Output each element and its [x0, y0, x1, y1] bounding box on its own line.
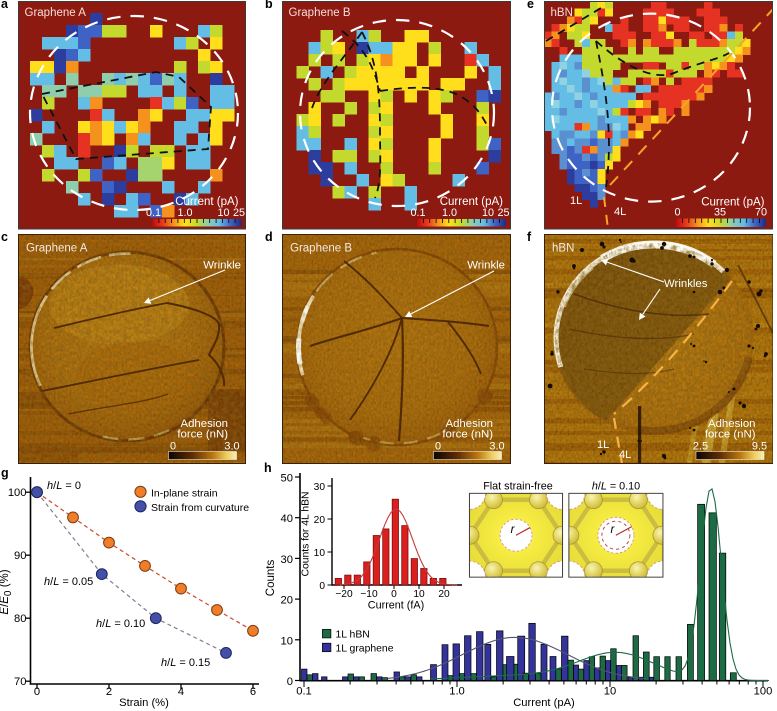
svg-text:Adhesion: Adhesion	[180, 418, 228, 430]
svg-text:Graphene B: Graphene B	[290, 243, 352, 255]
svg-text:2.5: 2.5	[692, 440, 707, 452]
svg-text:r: r	[511, 524, 516, 536]
svg-text:Strain (%): Strain (%)	[119, 697, 169, 709]
svg-text:6: 6	[250, 686, 256, 698]
svg-text:h/L = 0.15: h/L = 0.15	[161, 657, 210, 669]
svg-text:Adhesion: Adhesion	[708, 418, 756, 430]
svg-text:2: 2	[106, 686, 112, 698]
svg-text:10: 10	[604, 686, 616, 698]
svg-text:h/L = 0: h/L = 0	[47, 480, 81, 492]
svg-text:70: 70	[14, 676, 26, 688]
svg-text:3.0: 3.0	[224, 440, 239, 452]
svg-text:25: 25	[497, 207, 509, 219]
svg-text:10: 10	[281, 635, 293, 647]
svg-text:1.0: 1.0	[177, 207, 192, 219]
svg-text:4L: 4L	[614, 206, 626, 218]
svg-text:10: 10	[482, 207, 494, 219]
svg-text:hBN: hBN	[550, 7, 572, 19]
svg-text:3.0: 3.0	[489, 440, 504, 452]
svg-text:1L: 1L	[570, 195, 582, 207]
svg-text:25: 25	[232, 207, 244, 219]
svg-text:0.1: 0.1	[410, 207, 425, 219]
svg-text:10: 10	[314, 548, 326, 559]
svg-text:h/L = 0.10: h/L = 0.10	[592, 481, 640, 493]
svg-text:0: 0	[287, 676, 293, 688]
svg-text:Flat strain-free: Flat strain-free	[483, 481, 553, 493]
svg-text:Graphene A: Graphene A	[24, 7, 86, 19]
svg-text:Strain from curvature: Strain from curvature	[151, 502, 249, 514]
svg-text:−20: −20	[335, 589, 353, 600]
svg-text:10: 10	[413, 589, 425, 600]
svg-text:70: 70	[754, 207, 766, 219]
svg-text:1.0: 1.0	[442, 207, 457, 219]
svg-text:force (nN): force (nN)	[442, 429, 493, 441]
svg-text:−10: −10	[360, 589, 378, 600]
svg-text:h/L = 0.10: h/L = 0.10	[96, 618, 145, 630]
svg-text:force (nN): force (nN)	[704, 429, 755, 441]
svg-text:Wrinkles: Wrinkles	[664, 278, 708, 290]
svg-text:35: 35	[713, 207, 725, 219]
svg-text:1L: 1L	[597, 439, 609, 451]
svg-text:100: 100	[8, 487, 27, 499]
svg-text:1L graphene: 1L graphene	[336, 644, 394, 655]
svg-text:Current (pA): Current (pA)	[701, 197, 764, 209]
svg-text:h/L = 0.05: h/L = 0.05	[44, 576, 93, 588]
svg-text:Current (pA): Current (pA)	[513, 697, 575, 709]
svg-text:Graphene A: Graphene A	[26, 243, 88, 255]
svg-text:20: 20	[438, 589, 450, 600]
svg-text:4L: 4L	[619, 449, 631, 461]
svg-text:Counts: Counts	[265, 560, 277, 597]
svg-text:9.5: 9.5	[751, 440, 766, 452]
svg-text:Wrinkle: Wrinkle	[203, 260, 241, 272]
svg-text:50: 50	[281, 473, 293, 485]
svg-text:40: 40	[281, 513, 293, 525]
svg-text:0.1: 0.1	[296, 686, 312, 698]
svg-text:Current (fA): Current (fA)	[368, 600, 424, 612]
svg-text:0: 0	[435, 440, 441, 452]
svg-text:0: 0	[319, 581, 325, 592]
svg-text:0: 0	[169, 440, 175, 452]
svg-text:Graphene B: Graphene B	[289, 7, 351, 19]
svg-text:0: 0	[34, 686, 40, 698]
svg-text:Adhesion: Adhesion	[446, 418, 494, 430]
svg-text:force (nN): force (nN)	[177, 429, 228, 441]
svg-text:80: 80	[14, 613, 26, 625]
svg-text:30: 30	[314, 482, 326, 493]
svg-text:10: 10	[217, 207, 229, 219]
svg-text:0.1: 0.1	[145, 207, 160, 219]
svg-text:E/E0 (%): E/E0 (%)	[0, 569, 14, 614]
svg-text:20: 20	[281, 595, 293, 607]
svg-text:0: 0	[391, 589, 397, 600]
svg-text:Current (pA): Current (pA)	[175, 196, 238, 208]
svg-text:Current (pA): Current (pA)	[440, 196, 503, 208]
svg-text:1L hBN: 1L hBN	[336, 630, 370, 641]
svg-text:In-plane strain: In-plane strain	[151, 487, 218, 499]
svg-text:4: 4	[178, 686, 184, 698]
svg-text:r: r	[611, 524, 616, 536]
svg-text:20: 20	[314, 515, 326, 526]
svg-text:90: 90	[14, 550, 26, 562]
svg-text:Counts for 4L hBN: Counts for 4L hBN	[301, 491, 312, 576]
svg-text:100: 100	[754, 686, 773, 698]
svg-text:0: 0	[674, 207, 680, 219]
svg-text:hBN: hBN	[552, 243, 574, 255]
svg-text:30: 30	[281, 554, 293, 566]
svg-text:Wrinkle: Wrinkle	[467, 260, 505, 272]
svg-text:1.0: 1.0	[449, 686, 465, 698]
